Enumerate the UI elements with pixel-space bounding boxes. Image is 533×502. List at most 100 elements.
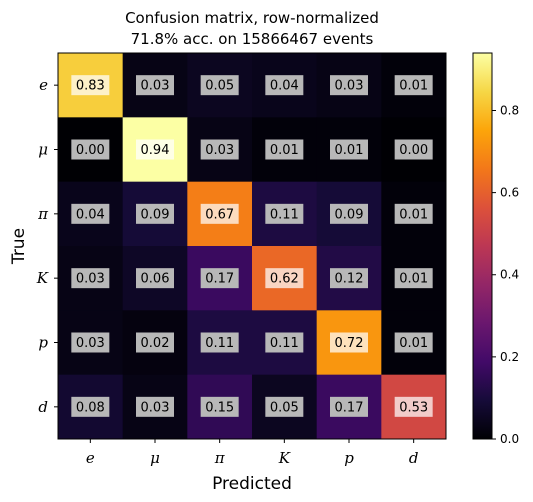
cell-value-label: 0.17 [335,400,364,415]
heatmap-cells [58,53,447,440]
cell-value-label: 0.05 [205,79,234,94]
cell-label-box [265,75,304,96]
chart-title-line2: 71.8% acc. on 15866467 events [131,30,374,48]
x-tick-label: μ [150,449,160,467]
cell-value-label: 0.83 [76,79,105,94]
y-tick-label: e [39,76,48,94]
cell-value-label: 0.01 [399,272,428,287]
colorbar [472,52,493,440]
cell-value-label: 0.72 [335,336,364,351]
cell-label-box [136,203,174,224]
cell-value-label: 0.00 [76,143,105,158]
cell-value-label: 0.03 [76,272,105,287]
cell-value-label: 0.03 [141,79,170,94]
cell-value-label: 0.03 [76,336,105,351]
cell-value-label: 0.62 [270,272,299,287]
plot-frame [57,52,447,440]
cell-label-box [136,332,174,353]
cell-value-label: 0.11 [270,207,299,222]
cell-label-box [330,75,368,96]
cell-label-box [265,396,304,417]
cell-label-box [330,268,368,289]
cell-label-box [200,203,239,224]
cell-label-box [394,332,433,353]
cell-label-box [71,203,110,224]
cell-value-label: 0.15 [205,400,234,415]
y-tick-label: p [38,334,48,352]
colorbar-tick-label: 0.0 [500,432,519,446]
cell-label-box [265,139,304,160]
cell-value-label: 0.08 [76,400,105,415]
cell-value-label: 0.03 [335,79,364,94]
heatmap-value-labels: 0.83 0.03 0.05 0.04 0.03 0.01 0.00 0.94 0.03 0.01… [71,75,433,417]
cell-value-label: 0.00 [399,143,428,158]
cell-label-box [394,268,433,289]
cell-label-box [330,203,368,224]
cell-label-box [394,139,433,160]
cell-value-label: 0.12 [335,272,364,287]
cell-value-label: 0.17 [205,272,234,287]
cell-value-label: 0.04 [76,207,105,222]
cell-value-label: 0.01 [270,143,299,158]
y-axis-ticks: e μ π Kp d [36,76,58,416]
y-tick-label: K [36,269,49,287]
cell-value-label: 0.01 [335,143,364,158]
cell-label-box [330,332,368,353]
cell-value-label: 0.09 [141,207,170,222]
cell-label-box [71,75,110,96]
cell-label-box [200,75,239,96]
cell-label-box [71,268,110,289]
colorbar-tick-label: 0.6 [500,186,519,200]
y-tick-label: d [38,398,48,416]
cell-value-label: 0.67 [205,207,234,222]
cell-label-box [330,396,368,417]
cell-label-box [136,396,174,417]
x-tick-label: p [344,449,354,467]
colorbar-tick-label: 0.2 [500,350,519,364]
cell-value-label: 0.01 [399,207,428,222]
cell-label-box [394,396,433,417]
cell-value-label: 0.94 [141,143,170,158]
y-tick-label: π [37,205,49,223]
cell-label-box [200,332,239,353]
cell-label-box [200,268,239,289]
cell-value-label: 0.05 [270,400,299,415]
cell-label-box [136,75,174,96]
colorbar-tick-label: 0.4 [500,268,519,282]
cell-value-label: 0.06 [141,272,170,287]
x-axis-label: Predicted [212,474,292,494]
cell-label-box [136,268,174,289]
x-tick-label: d [409,449,419,467]
cell-label-box [265,203,304,224]
cell-value-label: 0.03 [205,143,234,158]
cell-label-box [200,139,239,160]
x-tick-label: K [278,449,291,467]
cell-label-box [394,203,433,224]
cell-label-box [136,139,174,160]
y-tick-label: μ [38,141,48,159]
cell-label-box [265,332,304,353]
cell-label-box [71,139,110,160]
cell-label-box [330,139,368,160]
colorbar-ticks: 0.0 0.2 0.4 0.6 0.8 [492,103,519,446]
cell-label-box [71,396,110,417]
cell-value-label: 0.09 [335,207,364,222]
colorbar-tick-label: 0.8 [500,103,519,117]
chart-title-line1: Confusion matrix, row-normalized [125,9,379,27]
cell-value-label: 0.02 [141,336,170,351]
y-axis-label: True [9,228,29,265]
cell-value-label: 0.04 [270,79,299,94]
cell-value-label: 0.01 [399,336,428,351]
x-tick-label: e [86,449,95,467]
cell-label-box [394,75,433,96]
cell-label-box [200,396,239,417]
cell-value-label: 0.53 [399,400,428,415]
cell-value-label: 0.11 [270,336,299,351]
cell-value-label: 0.03 [141,400,170,415]
cell-label-box [71,332,110,353]
cell-value-label: 0.01 [399,79,428,94]
cell-value-label: 0.11 [205,336,234,351]
cell-label-box [265,268,304,289]
